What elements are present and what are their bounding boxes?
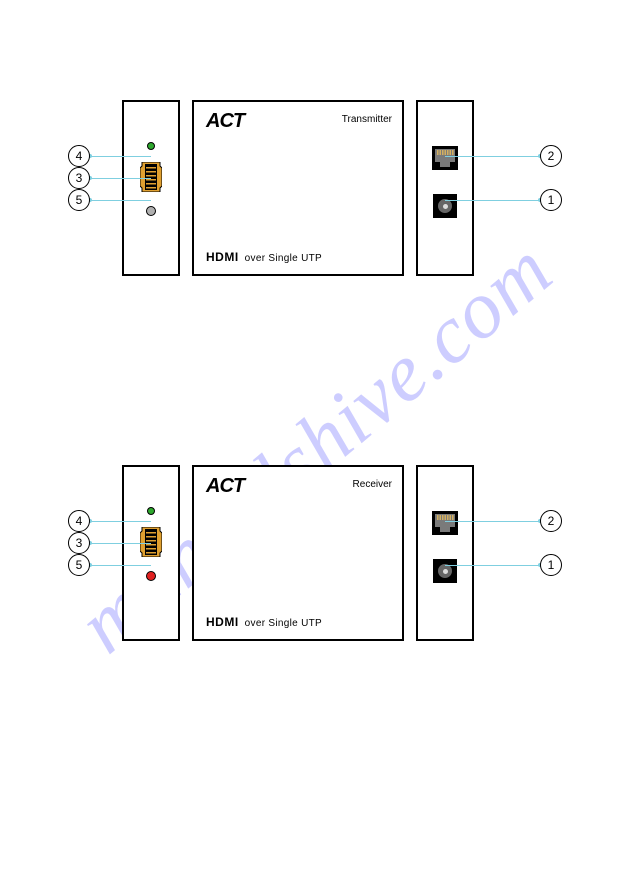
ir-window-icon	[146, 206, 156, 216]
front-panel: ACT Receiver HDMIover Single UTP	[192, 465, 404, 641]
callout-1: 1	[540, 189, 562, 211]
side-panel-lan	[416, 100, 474, 276]
callout-5: 5	[68, 189, 90, 211]
rj45-port-icon	[432, 146, 458, 170]
side-panel-hdmi	[122, 100, 180, 276]
power-led-icon	[147, 142, 155, 150]
hdmi-logo: HDMIover Single UTP	[206, 615, 322, 629]
callout-line	[445, 565, 540, 566]
callout-4: 4	[68, 510, 90, 532]
dc-jack-icon	[433, 559, 457, 583]
front-panel: ACT Transmitter HDMIover Single UTP	[192, 100, 404, 276]
callout-line	[90, 178, 151, 179]
callout-3: 3	[68, 167, 90, 189]
callout-2: 2	[540, 510, 562, 532]
ir-window-icon	[146, 571, 156, 581]
callout-line	[445, 200, 540, 201]
unit-type-label: Receiver	[353, 479, 392, 490]
callout-line	[90, 565, 151, 566]
callout-5: 5	[68, 554, 90, 576]
rj45-port-icon	[432, 511, 458, 535]
callout-1: 1	[540, 554, 562, 576]
callout-3: 3	[68, 532, 90, 554]
diagram-page: manualshive.com 4 3 5 2 1 ACT Transmitte…	[0, 0, 629, 893]
hdmi-port-icon	[140, 162, 162, 192]
power-led-icon	[147, 507, 155, 515]
callout-4: 4	[68, 145, 90, 167]
unit-transmitter: 4 3 5 2 1 ACT Transmitter HDMIover Singl…	[0, 100, 629, 280]
side-panel-hdmi	[122, 465, 180, 641]
dc-jack-icon	[433, 194, 457, 218]
side-panel-lan	[416, 465, 474, 641]
callout-line	[445, 521, 540, 522]
callout-line	[90, 200, 151, 201]
unit-receiver: 4 3 5 2 1 ACT Receiver HDMIover Single U…	[0, 465, 629, 645]
unit-type-label: Transmitter	[342, 114, 392, 125]
hdmi-logo: HDMIover Single UTP	[206, 250, 322, 264]
callout-line	[90, 521, 151, 522]
callout-line	[445, 156, 540, 157]
brand-logo: ACT	[206, 475, 244, 498]
callout-2: 2	[540, 145, 562, 167]
callout-line	[90, 156, 151, 157]
brand-logo: ACT	[206, 110, 244, 133]
hdmi-port-icon	[140, 527, 162, 557]
callout-line	[90, 543, 151, 544]
